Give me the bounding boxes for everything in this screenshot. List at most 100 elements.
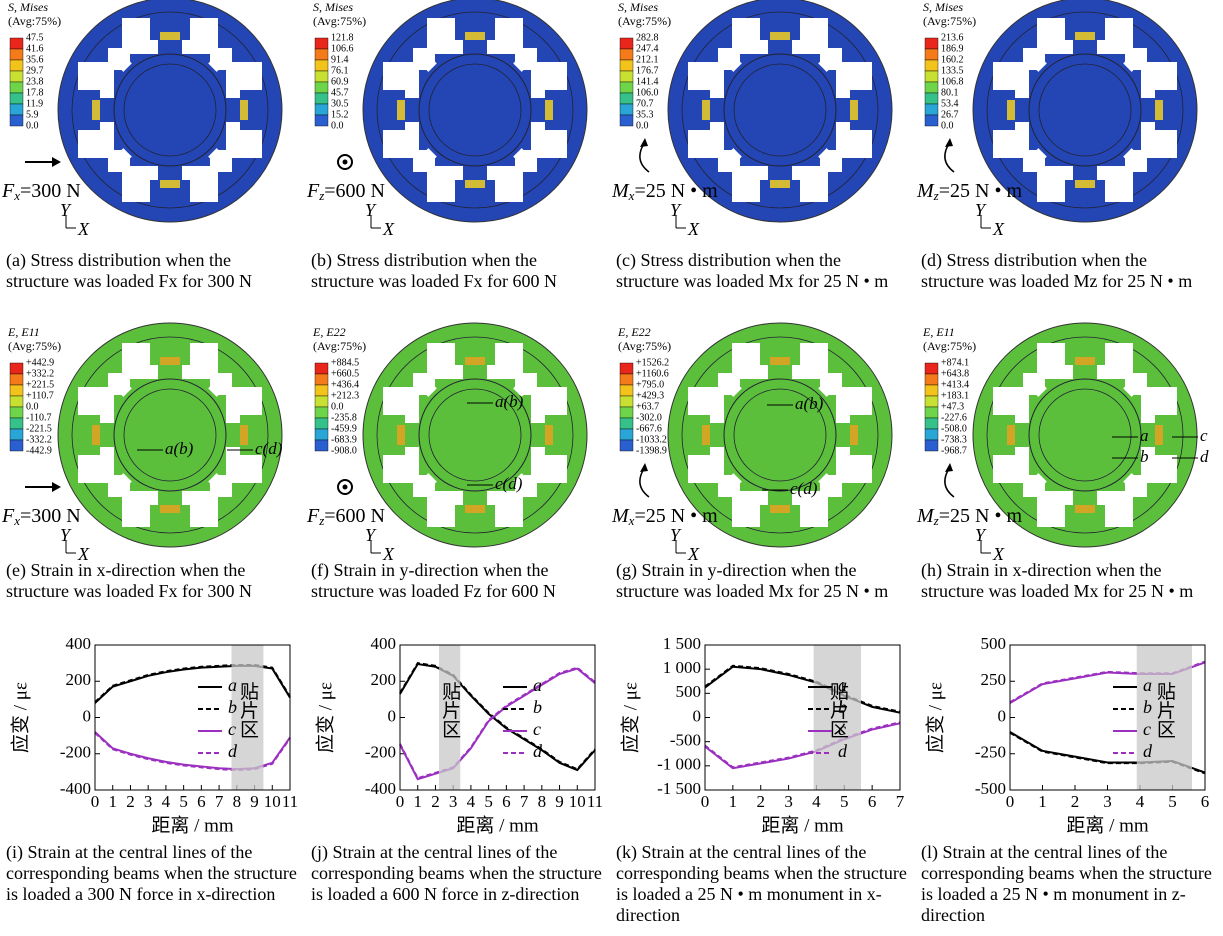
load-symbol: F xyxy=(306,180,320,202)
cutout xyxy=(100,122,114,130)
colorbar-bin xyxy=(620,374,633,385)
caption: (h) Strain in x-direction when the struc… xyxy=(921,560,1213,602)
colorbar-bin xyxy=(925,418,938,429)
y-tick-label: 0 xyxy=(83,706,92,725)
colorbar-bin xyxy=(315,363,328,374)
cutout xyxy=(688,387,724,415)
colorbar-label: +47.3 xyxy=(941,401,964,412)
arrow-head xyxy=(945,463,953,472)
x-tick-label: 4 xyxy=(812,792,821,811)
colorbar-label: 247.4 xyxy=(636,43,659,54)
colorbar-label: 0.0 xyxy=(331,401,344,412)
hub xyxy=(114,54,226,166)
cutout xyxy=(836,415,850,423)
x-axis-label: 距离 / mm xyxy=(761,814,844,836)
y-tick-label: -400 xyxy=(60,779,91,798)
highlight-label: 贴片区 xyxy=(439,681,461,738)
cutout xyxy=(1097,40,1105,54)
caption: (j) Strain at the central lines of the c… xyxy=(311,842,603,905)
x-tick-label: 3 xyxy=(784,792,793,811)
colorbar-label: +660.5 xyxy=(331,368,359,379)
cutout xyxy=(1125,373,1147,387)
cutout xyxy=(1015,90,1029,98)
cutout xyxy=(383,130,419,158)
x-tick-label: 1 xyxy=(413,792,422,811)
load-label: Mz=25 N • m xyxy=(916,180,1022,203)
cutout xyxy=(405,122,419,130)
legend-avg: (Avg:75%) xyxy=(618,339,671,353)
beam-hotspot xyxy=(160,180,180,188)
colorbar-label: 106.0 xyxy=(636,87,659,98)
caption: (k) Strain at the central lines of the c… xyxy=(616,842,908,926)
caption: (b) Stress distribution when the structu… xyxy=(311,250,603,292)
colorbar-label: +436.4 xyxy=(331,379,359,390)
colorbar-bin xyxy=(620,440,633,451)
arrow-head xyxy=(640,463,648,472)
colorbar-label: -667.6 xyxy=(636,423,662,434)
cutout xyxy=(792,40,800,54)
arrow-head xyxy=(945,138,953,147)
colorbar-label: -1398.9 xyxy=(636,445,667,456)
legend-avg: (Avg:75%) xyxy=(313,14,366,28)
cutout xyxy=(495,491,523,527)
legend-label: c xyxy=(1143,719,1151,739)
colorbar-label: +221.5 xyxy=(26,379,54,390)
x-tick-label: 3 xyxy=(1103,792,1112,811)
cutout xyxy=(182,166,190,180)
x-tick-label: 4 xyxy=(467,792,476,811)
cutout xyxy=(820,48,842,62)
colorbar-bin xyxy=(925,49,938,60)
annotation: a(b) xyxy=(165,439,194,458)
legend-title: E, E22 xyxy=(312,325,346,339)
cutout xyxy=(150,166,158,180)
beam-hotspot xyxy=(545,100,553,120)
colorbar-label: 60.9 xyxy=(331,76,349,87)
cutout xyxy=(710,90,724,98)
cutout xyxy=(1023,158,1045,172)
colorbar-label: +183.1 xyxy=(941,390,969,401)
colorbar-bin xyxy=(925,60,938,71)
colorbar-bin xyxy=(315,396,328,407)
colorbar-label: 5.9 xyxy=(26,109,39,120)
beam-hotspot xyxy=(702,425,710,445)
cutout xyxy=(1141,122,1155,130)
beam-hotspot xyxy=(770,32,790,40)
colorbar-bin xyxy=(620,396,633,407)
caption: (c) Stress distribution when the structu… xyxy=(616,250,908,292)
legend-label: b xyxy=(228,697,237,717)
axis-y-label: Y xyxy=(670,525,682,545)
x-tick-label: 0 xyxy=(91,792,100,811)
colorbar-label: +643.8 xyxy=(941,368,969,379)
colorbar-label: +1526.2 xyxy=(636,357,669,368)
x-tick-label: 1 xyxy=(1038,792,1047,811)
colorbar-label: 70.7 xyxy=(636,98,654,109)
caption: (f) Strain in y-direction when the struc… xyxy=(311,560,603,602)
cutout xyxy=(993,387,1029,415)
colorbar-label: 133.5 xyxy=(941,65,964,76)
colorbar-bin xyxy=(10,396,23,407)
colorbar-label: -302.0 xyxy=(636,412,662,423)
colorbar-label: 35.3 xyxy=(636,109,654,120)
beam-hotspot xyxy=(160,32,180,40)
x-tick-label: 5 xyxy=(840,792,849,811)
colorbar-label: 186.9 xyxy=(941,43,964,54)
y-tick-label: -400 xyxy=(365,779,396,798)
legend-label: a xyxy=(533,675,542,695)
colorbar-bin xyxy=(925,385,938,396)
caption: (i) Strain at the central lines of the c… xyxy=(6,842,298,905)
cutout xyxy=(531,415,545,423)
y-tick-label: 1 000 xyxy=(663,658,701,677)
legend-avg: (Avg:75%) xyxy=(313,339,366,353)
colorbar-label: 41.6 xyxy=(26,43,44,54)
caption: (d) Stress distribution when the structu… xyxy=(921,250,1213,292)
colorbar-label: -442.9 xyxy=(26,445,52,456)
beam-hotspot xyxy=(240,100,248,120)
colorbar-label: +874.1 xyxy=(941,357,969,368)
cutout xyxy=(182,491,190,505)
colorbar-label: +429.3 xyxy=(636,390,664,401)
y-tick-label: -200 xyxy=(365,743,396,762)
colorbar-bin xyxy=(315,71,328,82)
beam-hotspot xyxy=(702,100,710,120)
colorbar-bin xyxy=(620,429,633,440)
beam-hotspot xyxy=(1007,425,1015,445)
